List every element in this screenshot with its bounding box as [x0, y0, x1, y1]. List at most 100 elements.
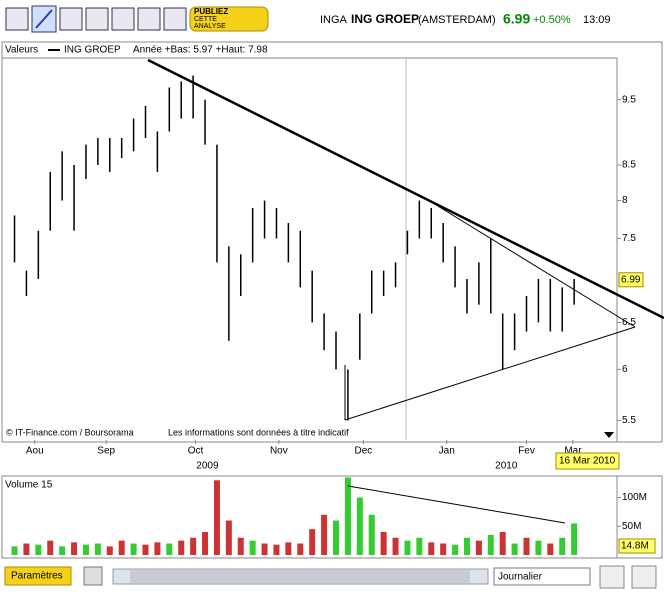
- legend-series: ING GROEP: [64, 45, 121, 56]
- volume-trendline: [347, 485, 566, 524]
- volume-bar: [344, 477, 351, 555]
- volume-bar: [249, 540, 256, 555]
- y-tick-label: 9.5: [622, 94, 636, 105]
- volume-bar: [237, 537, 244, 555]
- volume-bar: [392, 537, 399, 555]
- y-tick-label: 7.5: [622, 233, 636, 244]
- parallel-tool[interactable]: [137, 7, 161, 31]
- volume-bar: [142, 544, 149, 555]
- scroll-thumb[interactable]: [130, 570, 470, 583]
- volume-bar: [11, 546, 18, 555]
- channel-tool[interactable]: [111, 7, 135, 31]
- volume-bar: [118, 540, 125, 555]
- period-label: Journalier: [498, 572, 543, 583]
- legend-label: Valeurs: [5, 45, 38, 56]
- volume-bar: [47, 540, 54, 555]
- x-tick-label: Oct: [188, 446, 204, 457]
- stock-name: ING GROEP: [351, 12, 419, 26]
- market: (AMSTERDAM): [418, 14, 496, 26]
- volume-bar: [333, 520, 340, 555]
- delete-tool[interactable]: [163, 7, 187, 31]
- period-select[interactable]: [493, 567, 591, 586]
- volume-bar: [571, 523, 578, 555]
- cursor-date: 16 Mar 2010: [559, 456, 616, 467]
- publish-text: ANALYSE: [194, 23, 226, 30]
- publish-text: CETTE: [194, 16, 217, 23]
- x-tick-label: Sep: [97, 446, 115, 457]
- hline-tool[interactable]: [59, 7, 83, 31]
- year-label: 2009: [196, 461, 219, 472]
- x-tick-label: Aou: [26, 446, 44, 457]
- cursor-date-box: [555, 452, 620, 470]
- volume-bar: [416, 537, 423, 555]
- volume-bar: [202, 532, 209, 555]
- volume-bar: [82, 544, 89, 555]
- time: 13:09: [583, 14, 611, 26]
- volume-bar: [166, 543, 173, 555]
- volume-bar: [178, 540, 185, 555]
- volume-bar: [94, 543, 101, 555]
- zoom-in[interactable]: [631, 565, 657, 589]
- volume-bar: [261, 543, 268, 555]
- x-tick-label: Fev: [518, 446, 535, 457]
- volume-bar: [511, 543, 518, 555]
- volume-bar: [440, 543, 447, 555]
- publish-text: PUBLIEZ: [194, 7, 228, 16]
- volume-bar: [559, 537, 566, 555]
- params-button[interactable]: [4, 566, 72, 586]
- zoom-out[interactable]: [599, 565, 625, 589]
- x-tick-label: Jan: [439, 446, 455, 457]
- volume-bar: [130, 543, 137, 555]
- volume-bar: [356, 497, 363, 555]
- price-plot: 5.5 6 6.5 7.5 8 8.5 9.5 6.99: [13, 75, 644, 426]
- volume-tick-label: 50M: [622, 521, 641, 532]
- year-label: 2010: [495, 461, 518, 472]
- tool-icons: [5, 5, 187, 33]
- volume-bar: [71, 542, 78, 555]
- volume-bar: [309, 529, 316, 555]
- price: 6.99: [503, 11, 530, 27]
- volume-bar: [213, 480, 220, 555]
- fibo-tool[interactable]: [85, 7, 109, 31]
- zoom-tool[interactable]: [5, 7, 29, 31]
- volume-bar: [463, 537, 470, 555]
- volume-bar: [404, 540, 411, 555]
- volume-bar: [59, 546, 66, 555]
- volume-bar: [106, 546, 113, 555]
- volume-bar: [321, 514, 328, 555]
- scroll-arrow[interactable]: [604, 432, 614, 438]
- volume-bar: [35, 544, 42, 555]
- volume-bar: [285, 542, 292, 555]
- change: +0.50%: [533, 14, 571, 26]
- disclaimer: Les informations sont données à titre in…: [168, 427, 349, 437]
- volume-bar: [23, 543, 30, 555]
- volume-bar: [547, 543, 554, 555]
- volume-bar: [475, 540, 482, 555]
- trendlines: [147, 58, 664, 421]
- volume-bar: [380, 532, 387, 555]
- x-tick-label: Mar: [564, 446, 582, 457]
- y-tick-label: 5.5: [622, 415, 636, 426]
- y-tick-label: 6: [622, 364, 628, 375]
- print-button[interactable]: [83, 566, 103, 586]
- volume-bar: [499, 532, 506, 555]
- price-panel: [1, 41, 663, 443]
- last-price-box: [618, 272, 644, 288]
- volume-bar: [273, 544, 280, 555]
- volume-bar: [535, 540, 542, 555]
- range-note: Année +Bas: 5.97 +Haut: 7.98: [133, 45, 268, 56]
- publish-button[interactable]: [189, 6, 269, 32]
- params-label: Paramètres: [11, 571, 63, 582]
- volume-bar: [154, 542, 161, 555]
- volume-bar: [190, 537, 197, 555]
- volume-plot: 50M 100M: [11, 477, 647, 555]
- y-tick-label: 8.5: [622, 160, 636, 171]
- volume-tick-label: 100M: [622, 492, 647, 503]
- credit: © IT-Finance.com / Boursorama: [6, 427, 134, 437]
- x-tick-label: Dec: [354, 446, 372, 457]
- volume-title: Volume 15: [5, 480, 53, 491]
- volume-bar: [452, 544, 459, 555]
- x-tick-label: Nov: [270, 446, 288, 457]
- volume-bar: [368, 514, 375, 555]
